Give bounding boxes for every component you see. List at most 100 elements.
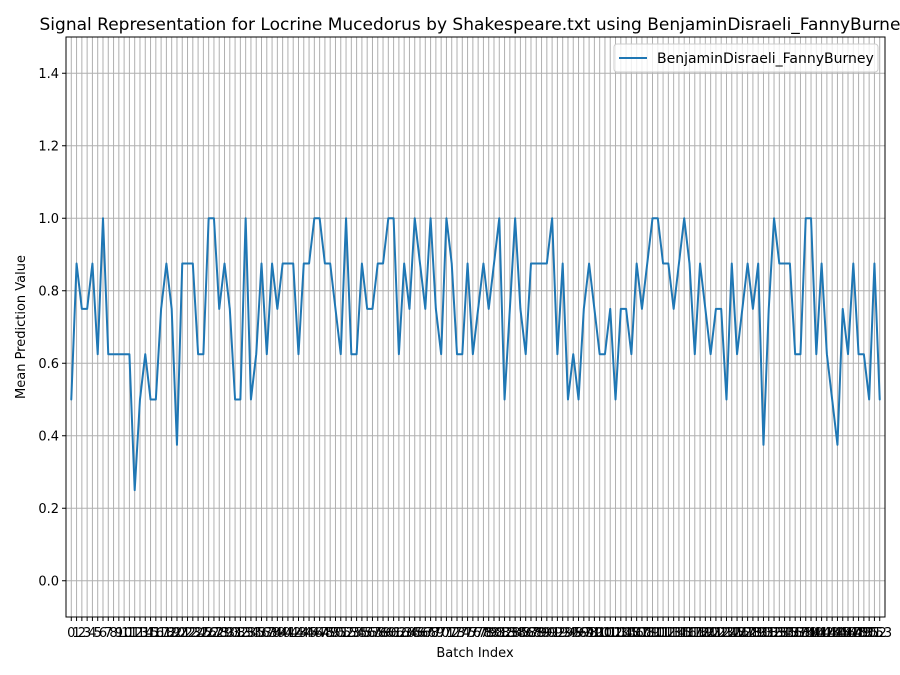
x-tick-label: 125: [719, 626, 744, 641]
x-tick-label: 37: [259, 626, 276, 641]
x-tick-label: 92: [549, 626, 566, 641]
x-tick-label: 24: [190, 626, 207, 641]
x-tick-label: 147: [836, 626, 861, 641]
x-tick-label: 113: [656, 626, 681, 641]
x-tick-label: 87: [523, 626, 540, 641]
x-tick-label: 150: [851, 626, 876, 641]
x-tick-label: 53: [343, 626, 360, 641]
x-tick-label: 43: [290, 626, 307, 641]
x-tick-label: 153: [867, 626, 892, 641]
x-tick-label: 123: [709, 626, 734, 641]
x-axis-ticks: 0123456789101112131415161718192021222324…: [67, 617, 892, 641]
x-tick-label: 25: [195, 626, 212, 641]
x-tick-label: 18: [158, 626, 175, 641]
x-tick-label: 106: [619, 626, 644, 641]
x-tick-label: 72: [443, 626, 460, 641]
x-tick-label: 19: [163, 626, 180, 641]
x-tick-label: 30: [222, 626, 239, 641]
x-tick-label: 45: [301, 626, 318, 641]
x-tick-label: 5: [94, 626, 102, 641]
x-tick-label: 55: [354, 626, 371, 641]
x-tick-label: 109: [635, 626, 660, 641]
x-tick-label: 2: [78, 626, 86, 641]
x-tick-label: 33: [237, 626, 254, 641]
x-tick-label: 34: [243, 626, 260, 641]
x-tick-label: 44: [296, 626, 313, 641]
x-tick-label: 56: [359, 626, 376, 641]
x-tick-label: 14: [137, 626, 154, 641]
x-tick-label: 116: [672, 626, 697, 641]
x-tick-label: 71: [438, 626, 455, 641]
x-tick-label: 48: [317, 626, 334, 641]
x-tick-label: 20: [169, 626, 186, 641]
x-tick-label: 130: [746, 626, 771, 641]
x-tick-label: 137: [783, 626, 808, 641]
x-tick-label: 131: [751, 626, 776, 641]
x-tick-label: 29: [216, 626, 233, 641]
y-tick-label: 0.4: [38, 429, 59, 444]
x-tick-label: 62: [391, 626, 408, 641]
x-tick-label: 70: [433, 626, 450, 641]
x-tick-label: 89: [533, 626, 550, 641]
x-tick-label: 10: [116, 626, 133, 641]
x-tick-label: 11: [121, 626, 138, 641]
x-tick-label: 117: [677, 626, 702, 641]
x-tick-label: 99: [586, 626, 603, 641]
x-tick-label: 42: [285, 626, 302, 641]
plot-frame: [65, 36, 886, 618]
x-tick-label: 51: [332, 626, 349, 641]
x-tick-label: 66: [412, 626, 429, 641]
x-tick-label: 61: [385, 626, 402, 641]
x-tick-label: 59: [375, 626, 392, 641]
x-tick-label: 65: [406, 626, 423, 641]
x-tick-label: 133: [762, 626, 787, 641]
x-tick-label: 58: [369, 626, 386, 641]
x-tick-label: 32: [232, 626, 249, 641]
x-tick-label: 135: [772, 626, 797, 641]
x-tick-label: 40: [274, 626, 291, 641]
x-tick-label: 12: [126, 626, 143, 641]
x-tick-label: 119: [688, 626, 713, 641]
x-tick-label: 16: [148, 626, 165, 641]
x-tick-label: 28: [211, 626, 228, 641]
y-tick-label: 0.0: [38, 574, 59, 589]
x-tick-label: 83: [502, 626, 519, 641]
x-tick-label: 141: [804, 626, 829, 641]
x-tick-label: 73: [449, 626, 466, 641]
x-tick-label: 81: [491, 626, 508, 641]
y-tick-label: 0.2: [38, 502, 59, 517]
x-tick-label: 22: [179, 626, 196, 641]
x-tick-label: 101: [593, 626, 618, 641]
x-tick-label: 47: [311, 626, 328, 641]
x-tick-label: 128: [735, 626, 760, 641]
x-tick-label: 148: [841, 626, 866, 641]
y-tick-label: 1.0: [38, 212, 59, 227]
x-tick-label: 36: [253, 626, 270, 641]
x-tick-label: 151: [857, 626, 882, 641]
x-tick-label: 139: [793, 626, 818, 641]
x-tick-label: 110: [640, 626, 665, 641]
x-tick-label: 103: [603, 626, 628, 641]
x-tick-label: 4: [88, 626, 96, 641]
legend: BenjaminDisraeli_FannyBurney: [613, 43, 879, 73]
x-tick-label: 60: [380, 626, 397, 641]
x-tick-label: 35: [248, 626, 265, 641]
x-tick-label: 132: [756, 626, 781, 641]
x-tick-label: 31: [227, 626, 244, 641]
x-tick-label: 74: [454, 626, 471, 641]
x-tick-label: 50: [327, 626, 344, 641]
x-tick-label: 136: [777, 626, 802, 641]
x-tick-label: 144: [820, 626, 845, 641]
x-tick-label: 129: [740, 626, 765, 641]
x-tick-label: 6: [99, 626, 107, 641]
x-tick-label: 107: [624, 626, 649, 641]
x-tick-label: 52: [338, 626, 355, 641]
y-axis-ticks: 0.0 0.2 0.4 0.6 0.8 1.0 1.2 1.4: [38, 67, 66, 589]
x-tick-label: 9: [115, 626, 123, 641]
x-tick-label: 102: [598, 626, 623, 641]
x-tick-label: 3: [83, 626, 91, 641]
x-tick-label: 122: [704, 626, 729, 641]
x-tick-label: 127: [730, 626, 755, 641]
x-tick-label: 97: [576, 626, 593, 641]
